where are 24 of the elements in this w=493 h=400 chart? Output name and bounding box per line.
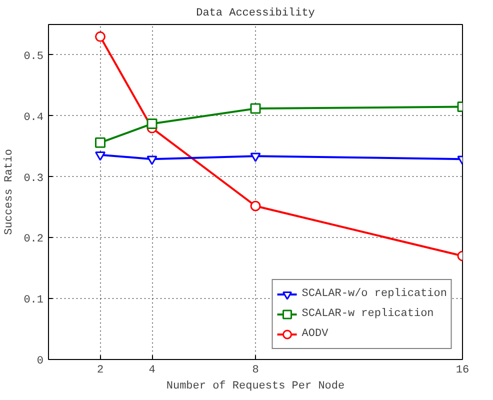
x-tick-label: 4	[148, 364, 156, 376]
x-tick-label: 16	[456, 364, 470, 376]
point	[146, 156, 158, 166]
y-tick-label: 0.2	[24, 234, 44, 246]
y-tick-label: 0.1	[24, 294, 44, 307]
legend-label: SCALAR-w replication	[302, 308, 434, 320]
y-tick-label: 0.3	[24, 172, 44, 185]
x-tick-label: 2	[96, 364, 104, 376]
legend-label: SCALAR-w/o replication	[302, 288, 447, 300]
x-tick-label: 8	[252, 364, 259, 376]
x-axis-title: Number of Requests Per Node	[166, 380, 345, 392]
point	[95, 137, 106, 148]
legend-label: AODV	[302, 328, 328, 340]
point	[250, 200, 261, 212]
y-tick-label: 0	[36, 356, 44, 368]
y-axis-title: Success Ratio	[4, 149, 16, 235]
point	[95, 151, 106, 161]
y-tick-label: 0.4	[24, 112, 44, 124]
point	[250, 152, 261, 162]
chart-title: Data Accessibility	[196, 8, 316, 20]
point	[146, 118, 158, 130]
point	[250, 103, 261, 114]
point	[95, 31, 106, 42]
y-tick-label: 0.5	[24, 50, 44, 63]
